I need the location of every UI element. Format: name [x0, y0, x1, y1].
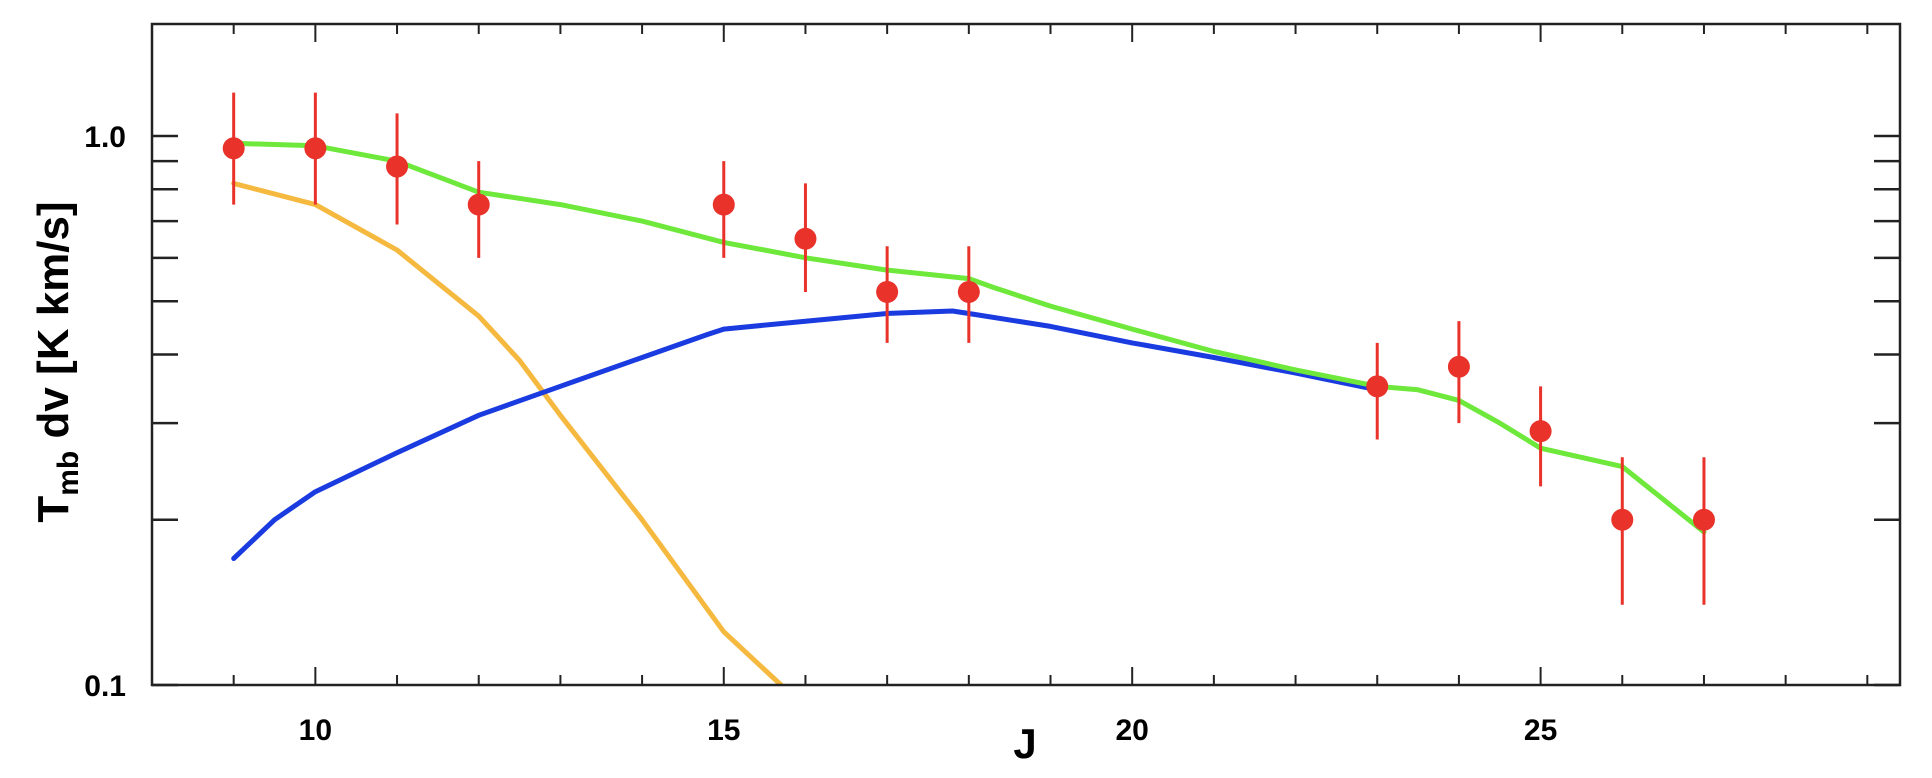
y-axis-title-unit: dv [K km/s] — [29, 201, 78, 450]
plot-frame — [150, 22, 1902, 687]
tick-labels: 10 15 20 25 0.1 1.0 — [84, 121, 1557, 747]
data-point — [957, 280, 980, 303]
x-tick-label: 20 — [1115, 714, 1148, 747]
y-tick-label: 0.1 — [84, 670, 126, 703]
data-point — [1692, 508, 1715, 531]
y-axis-title: Tmb dv [K km/s] — [29, 201, 85, 522]
blue-model-curve — [231, 308, 1380, 561]
data-point — [467, 193, 490, 216]
data-point — [386, 155, 409, 178]
data-point — [876, 280, 899, 303]
data-point — [1447, 355, 1470, 378]
y-tick-label: 1.0 — [84, 121, 126, 154]
data-point — [1366, 375, 1389, 398]
green-model-curve — [231, 140, 1707, 535]
y-axis-title-subscript: mb — [52, 451, 85, 496]
orange-model-curve — [231, 180, 784, 685]
data-point — [712, 193, 735, 216]
data-point — [222, 137, 245, 160]
y-axis-title-main: T — [29, 496, 78, 523]
x-tick-label: 15 — [707, 714, 740, 747]
plot-area — [222, 92, 1715, 685]
axes — [150, 22, 1902, 687]
data-point — [794, 227, 817, 250]
data-point — [1611, 508, 1634, 531]
x-tick-label: 25 — [1524, 714, 1557, 747]
x-tick-label: 10 — [299, 714, 332, 747]
data-point — [304, 137, 327, 160]
x-axis-title: J — [1013, 720, 1036, 767]
data-point — [1529, 420, 1552, 443]
